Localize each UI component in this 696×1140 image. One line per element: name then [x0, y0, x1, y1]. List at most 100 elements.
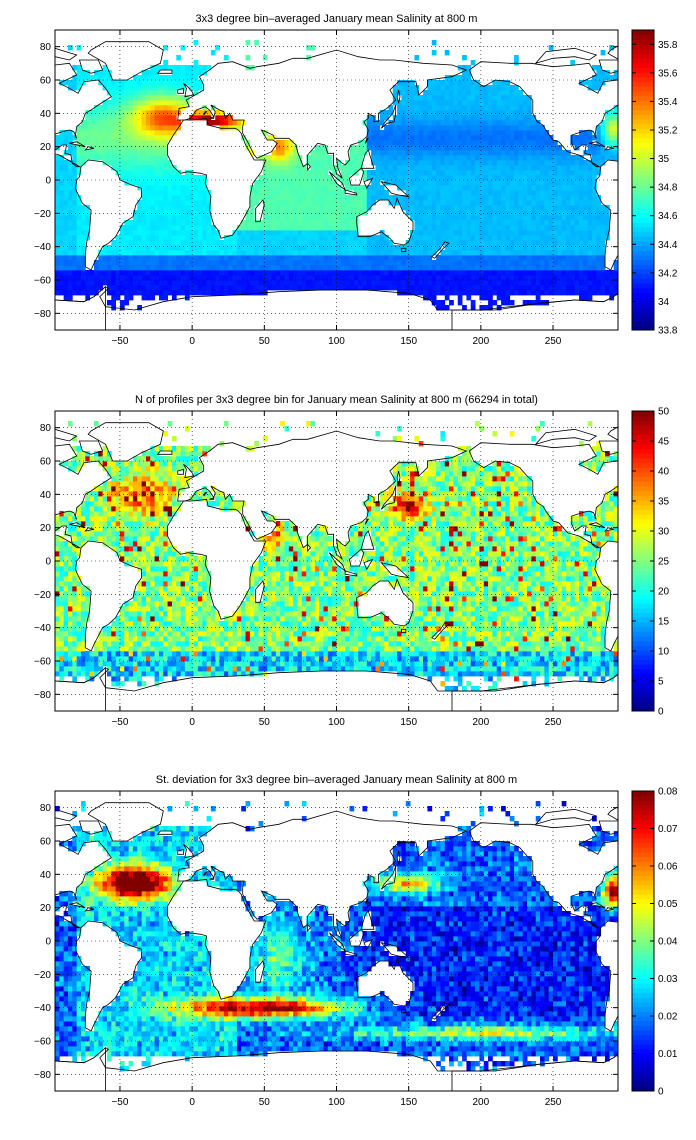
heatmap-cell — [444, 90, 450, 96]
heatmap-cell — [449, 275, 454, 281]
heatmap-cell — [509, 180, 515, 186]
heatmap-cell — [479, 150, 485, 156]
heatmap-cell — [80, 511, 86, 517]
heatmap-cell — [141, 160, 147, 166]
heatmap-cell — [509, 240, 515, 246]
heatmap-cell — [167, 85, 173, 91]
heatmap-cell — [371, 180, 376, 186]
heatmap-cell — [72, 531, 78, 537]
heatmap-cell — [67, 210, 73, 216]
heatmap-cell — [76, 150, 82, 156]
heatmap-cell — [488, 225, 493, 231]
heatmap-cell — [89, 275, 95, 281]
heatmap-cell — [466, 170, 472, 176]
heatmap-cell — [518, 250, 524, 256]
heatmap-cell — [80, 591, 86, 597]
heatmap-cell — [496, 170, 502, 176]
heatmap-cell — [444, 255, 450, 261]
heatmap-cell — [466, 160, 472, 166]
heatmap-cell — [366, 265, 372, 271]
heatmap-cell — [358, 160, 363, 166]
heatmap-cell — [193, 65, 199, 71]
heatmap-cell — [427, 255, 433, 261]
heatmap-cell — [288, 270, 294, 276]
heatmap-cell — [280, 225, 285, 231]
heatmap-cell — [254, 195, 259, 201]
heatmap-cell — [124, 120, 130, 126]
heatmap-cell — [345, 235, 350, 241]
heatmap-cell — [76, 170, 82, 176]
heatmap-cell — [553, 215, 558, 221]
heatmap-cell — [271, 225, 277, 231]
heatmap-cell — [583, 140, 589, 146]
heatmap-cell — [384, 265, 389, 271]
heatmap-cell — [483, 165, 489, 171]
heatmap-cell — [483, 160, 489, 166]
heatmap-cell — [518, 170, 524, 176]
heatmap-cell — [345, 260, 350, 266]
heatmap-cell — [314, 280, 320, 286]
heatmap-cell — [314, 165, 320, 171]
heatmap-cell — [496, 210, 502, 216]
heatmap-cell — [63, 576, 69, 582]
heatmap-cell — [111, 646, 117, 652]
heatmap-cell — [197, 270, 203, 276]
heatmap-cell — [475, 195, 480, 201]
heatmap-cell — [150, 270, 156, 276]
heatmap-cell — [163, 100, 168, 106]
heatmap-cell — [405, 270, 411, 276]
heatmap-cell — [137, 235, 143, 241]
heatmap-cell — [462, 210, 467, 216]
heatmap-cell — [284, 175, 290, 181]
heatmap-cell — [197, 250, 203, 256]
heatmap-cell — [501, 245, 506, 251]
heatmap-cell — [427, 160, 433, 166]
heatmap-cell — [85, 496, 91, 502]
heatmap-cell — [89, 516, 95, 522]
heatmap-cell — [505, 105, 511, 111]
heatmap-cell — [306, 160, 311, 166]
heatmap-cell — [462, 285, 467, 291]
heatmap-cell — [293, 275, 298, 281]
heatmap-cell — [249, 285, 255, 291]
heatmap-cell — [284, 255, 290, 261]
heatmap-cell — [76, 45, 82, 51]
coastline — [203, 111, 208, 116]
heatmap-cell — [275, 240, 281, 246]
heatmap-cell — [488, 95, 493, 101]
heatmap-cell — [323, 220, 329, 226]
heatmap-cell — [483, 95, 489, 101]
heatmap-cell — [132, 130, 138, 136]
heatmap-cell — [55, 661, 60, 667]
heatmap-cell — [306, 270, 311, 276]
heatmap-cell — [488, 195, 493, 201]
heatmap-cell — [310, 230, 316, 236]
heatmap-cell — [202, 280, 207, 286]
heatmap-cell — [180, 230, 186, 236]
heatmap-cell — [150, 190, 156, 196]
heatmap-cell — [306, 240, 311, 246]
heatmap-cell — [457, 230, 463, 236]
coastline — [84, 146, 95, 151]
heatmap-cell — [106, 90, 112, 96]
heatmap-cell — [59, 586, 65, 592]
heatmap-cell — [440, 240, 446, 246]
heatmap-cell — [440, 270, 446, 276]
heatmap-cell — [410, 135, 415, 141]
heatmap-cell — [349, 285, 355, 291]
heatmap-cell — [128, 100, 134, 106]
heatmap-cell — [462, 145, 467, 151]
heatmap-cell — [358, 165, 363, 171]
heatmap-cell — [483, 115, 489, 121]
heatmap-cell — [55, 606, 60, 612]
heatmap-cell — [111, 651, 117, 657]
heatmap-cell — [150, 150, 156, 156]
heatmap-cell — [449, 240, 454, 246]
heatmap-cell — [111, 160, 117, 166]
heatmap-cell — [141, 130, 147, 136]
heatmap-cell — [67, 551, 73, 557]
heatmap-cell — [566, 170, 571, 176]
heatmap-cell — [55, 571, 60, 577]
heatmap-cell — [137, 255, 143, 261]
heatmap-cell — [540, 245, 545, 251]
